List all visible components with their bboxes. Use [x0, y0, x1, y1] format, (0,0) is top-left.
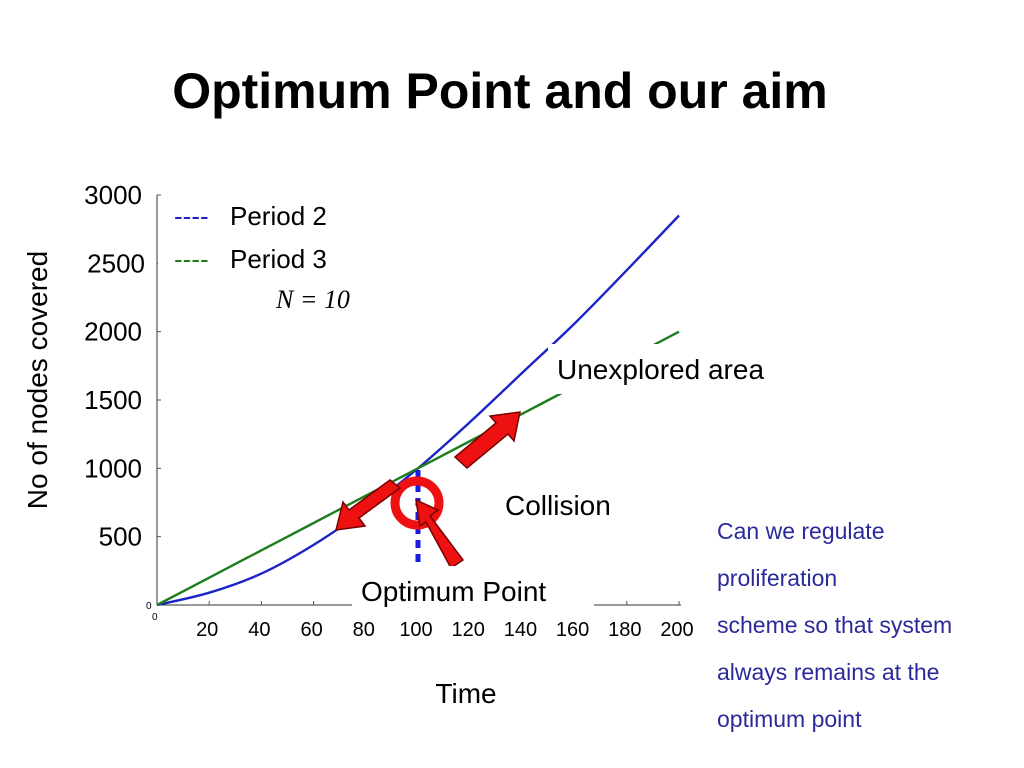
- legend-dash-period-3: ----: [174, 244, 209, 274]
- x-tick-label: 180: [608, 619, 641, 641]
- x-ticks: 20 40 60 80 100 120 140 160 180 200: [196, 601, 694, 641]
- x-tick-label: 200: [660, 619, 693, 641]
- optimum-label-bg: [352, 566, 594, 610]
- series-line-period-2: [156, 214, 680, 607]
- legend-box: [158, 196, 383, 276]
- arrow-to-left-region: [335, 479, 402, 531]
- collision-label: Collision: [505, 490, 611, 521]
- legend-label-period-2: Period 2: [230, 201, 327, 231]
- origin-label-y: 0: [146, 601, 152, 612]
- x-tick-label: 20: [196, 619, 218, 641]
- arrow-to-unexplored: [453, 411, 521, 469]
- y-tick-label: 3000: [84, 180, 142, 210]
- unexplored-label: Unexplored area: [557, 354, 764, 385]
- y-tick-label: 2000: [84, 317, 142, 347]
- y-axis-label: No of nodes covered: [22, 251, 53, 509]
- question-line: scheme so that system: [717, 612, 953, 638]
- unexplored-label-bg: [548, 344, 810, 394]
- question-line: proliferation: [717, 565, 838, 591]
- legend: ---- Period 2 ---- Period 3: [158, 196, 383, 276]
- x-tick-label: 40: [248, 619, 270, 641]
- y-ticks: 500 1000 1500 2000 2500 3000: [84, 180, 161, 552]
- question-text: Can we regulate proliferation scheme so th…: [717, 508, 1017, 743]
- arrow-to-optimum: [415, 498, 465, 570]
- y-tick-label: 500: [99, 522, 142, 552]
- legend-label-period-3: Period 3: [230, 244, 327, 274]
- x-tick-label: 80: [353, 619, 375, 641]
- slide-title: Optimum Point and our aim: [172, 63, 828, 119]
- legend-dash-period-2: ----: [174, 201, 209, 231]
- x-tick-label: 100: [399, 619, 432, 641]
- question-line: optimum point: [717, 706, 862, 732]
- y-tick-label: 2500: [87, 248, 145, 278]
- x-tick-label: 160: [556, 619, 589, 641]
- y-tick-label: 1500: [84, 385, 142, 415]
- optimum-label: Optimum Point: [361, 576, 546, 607]
- y-tick-label: 1000: [84, 453, 142, 483]
- x-tick-label: 60: [300, 619, 322, 641]
- n-annotation: N = 10: [275, 285, 350, 314]
- x-tick-label: 140: [504, 619, 537, 641]
- collision-circle: [390, 476, 444, 530]
- x-axis-label: Time: [435, 678, 496, 709]
- x-tick-label: 120: [452, 619, 485, 641]
- question-line: Can we regulate: [717, 518, 885, 544]
- origin-label-x: 0: [152, 612, 158, 623]
- question-line: always remains at the: [717, 659, 940, 685]
